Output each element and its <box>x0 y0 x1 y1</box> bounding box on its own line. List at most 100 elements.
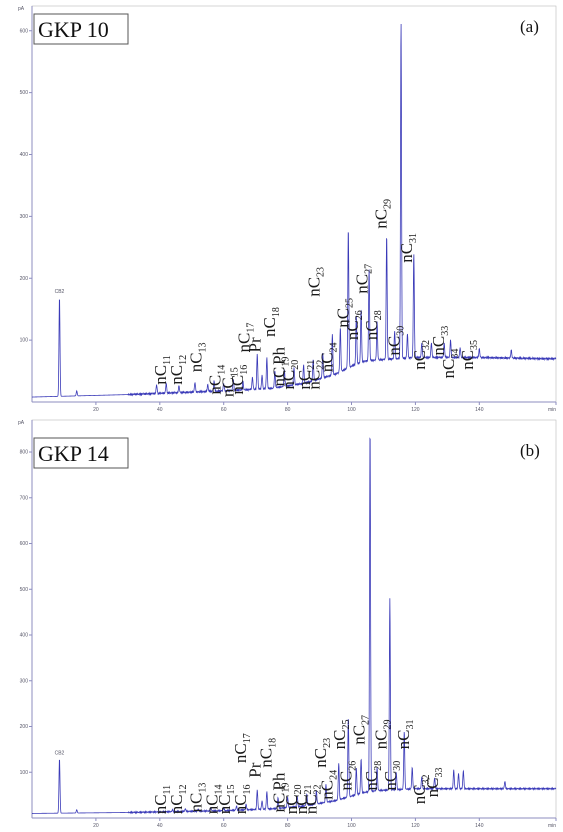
peak-annotation-label: nC32 <box>410 774 432 804</box>
peak-annotation-label: nC29 <box>372 199 394 229</box>
peak-annotation: nC19 <box>269 783 291 813</box>
sample-label-box <box>33 437 129 469</box>
y-unit-label: pA <box>18 420 25 426</box>
x-tick-label: 100 <box>347 823 356 829</box>
peak-annotation: nC21 <box>292 784 314 814</box>
peak-annotation: nC17 <box>231 733 253 763</box>
peak-annotation: nC33 <box>423 768 445 798</box>
y-tick-label: 600 <box>20 28 29 34</box>
peak-annotation-label: Ph <box>269 772 288 790</box>
peak-annotation-label: nC26 <box>337 761 359 791</box>
peak-annotation-label: nC16 <box>231 784 253 814</box>
x-tick-label: 20 <box>93 407 99 413</box>
peak-annotation-label: nC25 <box>333 298 355 328</box>
peak-annotation-label: nC20 <box>279 360 301 390</box>
peak-annotation-label: nC15 <box>215 784 237 814</box>
peak-annotation: nC24 <box>317 770 339 800</box>
peak-annotation-label: nC29 <box>372 720 394 750</box>
x-tick-label: min <box>548 823 556 829</box>
chromatogram-chart-b: pA 100 200 300 400 500 600 700 800 20 40 60 80 100 120… <box>18 419 557 829</box>
peak-annotation: nC26 <box>343 310 365 340</box>
chromatogram-trace <box>31 437 557 815</box>
peak-annotation: nC22 <box>301 784 323 814</box>
peak-annotation: nC34 <box>439 349 461 379</box>
y-tick-label: 200 <box>20 276 29 282</box>
peak-annotation-label: nC32 <box>410 340 432 370</box>
peak-annotation-label: nC24 <box>317 770 339 800</box>
peak-annotation-label: nC18 <box>257 738 279 768</box>
sample-label-box <box>33 13 129 45</box>
peak-annotation-label: nC19 <box>269 783 291 813</box>
y-tick-label: 800 <box>20 450 29 456</box>
peak-annotation: nC15 <box>215 784 237 814</box>
peak-annotation-label: nC30 <box>384 326 406 356</box>
peak-annotation-label: nC19 <box>269 357 291 387</box>
peak-annotation: Pr <box>246 762 265 777</box>
plot-frame <box>31 419 557 819</box>
peak-annotation: nC27 <box>353 264 375 294</box>
peak-annotation-label: nC34 <box>439 349 461 379</box>
peak-annotation-label: nC31 <box>397 233 419 263</box>
x-tick-label: 80 <box>285 823 291 829</box>
x-tick-label: 60 <box>221 823 227 829</box>
peak-annotation: nC13 <box>186 342 208 372</box>
peak-annotation: nC33 <box>429 326 451 356</box>
peak-annotation-label: nC16 <box>228 365 250 395</box>
peak-annotation: nC23 <box>305 267 327 297</box>
x-tick-label: 100 <box>347 407 356 413</box>
x-tick-label: 120 <box>411 823 420 829</box>
peak-annotation-label: nC28 <box>362 761 384 791</box>
peak-annotation-label: nC13 <box>186 342 208 372</box>
peak-annotation-label: nC21 <box>295 360 317 390</box>
chromatogram-panel-b: pA 100 200 300 400 500 600 700 800 20 40 60 80 100 120… <box>0 414 563 832</box>
peak-annotation: nC13 <box>186 783 208 813</box>
peak-annotation-label: nC18 <box>260 307 282 337</box>
peak-annotation-label: nC11 <box>151 355 173 384</box>
peak-annotation: nC29 <box>372 199 394 229</box>
y-tick-label: 200 <box>20 724 29 730</box>
standard-peak-label: CB2 <box>55 751 65 757</box>
y-tick-label: 300 <box>20 678 29 684</box>
peak-annotation-label: nC20 <box>282 784 304 814</box>
peak-annotation: nC26 <box>337 761 359 791</box>
y-tick-label: 500 <box>20 587 29 593</box>
y-tick-label: 600 <box>20 541 29 547</box>
peak-annotation: nC30 <box>384 326 406 356</box>
peak-annotation-label: nC28 <box>362 310 384 340</box>
peak-annotation-label: nC24 <box>317 342 339 372</box>
peak-annotation: nC32 <box>410 340 432 370</box>
peak-annotation: nC17 <box>234 323 256 353</box>
peak-annotation-label: nC35 <box>458 340 480 370</box>
peak-annotation-label: nC12 <box>167 784 189 814</box>
panel-letter: (a) <box>520 17 539 36</box>
peak-annotation-label: nC31 <box>394 720 416 750</box>
peak-annotation-label: nC27 <box>349 715 371 745</box>
x-tick-label: 140 <box>475 407 484 413</box>
x-tick-label: min <box>548 407 556 413</box>
peak-annotation-label: nC33 <box>423 768 445 798</box>
peak-annotation: nC25 <box>330 720 352 750</box>
y-unit-label: pA <box>18 6 25 12</box>
peak-annotation: nC14 <box>202 784 224 814</box>
peak-annotation: nC31 <box>397 233 419 263</box>
peak-annotation: nC22 <box>305 360 327 390</box>
peak-annotation-label: Pr <box>246 337 265 352</box>
peak-annotation-label: nC33 <box>429 326 451 356</box>
peak-annotation-label: nC14 <box>206 365 228 395</box>
x-tick-label: 40 <box>157 823 163 829</box>
y-tick-label: 400 <box>20 152 29 158</box>
peak-annotation: nC19 <box>269 357 291 387</box>
x-tick-label: 60 <box>221 407 227 413</box>
peak-annotation: nC15 <box>218 367 240 397</box>
peak-annotation-label: nC22 <box>301 784 323 814</box>
chromatogram-trace <box>31 24 557 398</box>
peak-annotation-label: nC13 <box>186 783 208 813</box>
peak-annotation-label: Pr <box>246 762 265 777</box>
peak-annotation-label: nC15 <box>218 367 240 397</box>
panel-letter: (b) <box>520 441 540 460</box>
standard-peak-label: CB2 <box>55 289 65 295</box>
peak-annotation-label: nC25 <box>330 720 352 750</box>
peak-annotation-label: nC22 <box>305 360 327 390</box>
y-tick-label: 500 <box>20 90 29 96</box>
peak-annotation: nC14 <box>206 365 228 395</box>
